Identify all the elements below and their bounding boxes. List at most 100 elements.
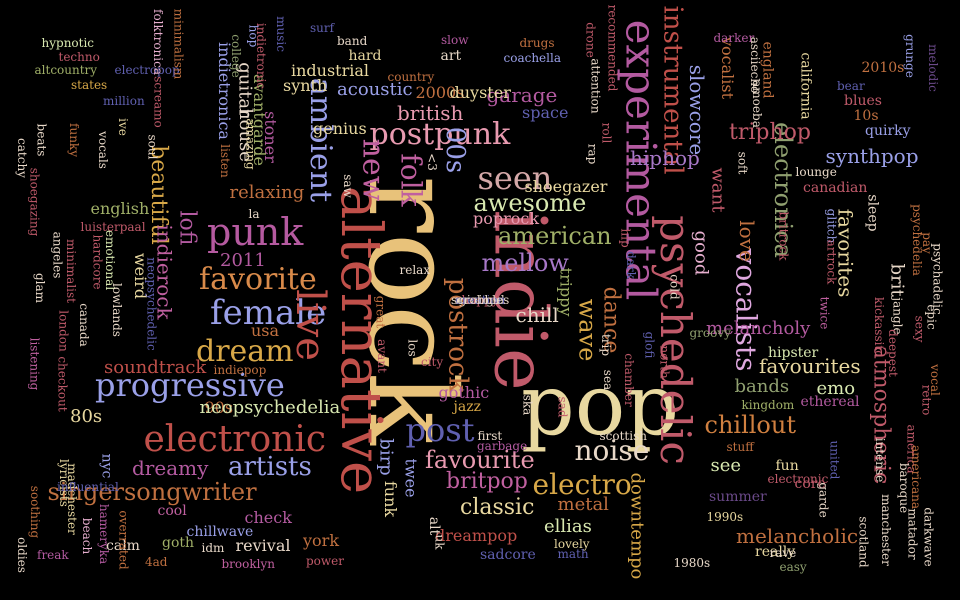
tag-word: summer: [709, 489, 767, 505]
tag-word: saw: [340, 174, 355, 198]
tag-word: electropop: [114, 63, 180, 77]
tag-word: math: [557, 547, 589, 561]
tag-word: stuff: [726, 440, 754, 454]
tag-word: indiepop: [213, 363, 267, 377]
tag-word: really: [755, 544, 796, 560]
tag-word: happy: [461, 293, 499, 307]
tag-word: glitch: [823, 208, 838, 244]
tag-word: 00s: [440, 126, 471, 174]
tag-word: gothic: [438, 383, 490, 402]
tag-word: brooklyn: [221, 557, 275, 571]
tag-word: 90s: [204, 398, 234, 417]
tag-word: north: [657, 345, 672, 379]
tag-word: united: [826, 440, 841, 480]
tag-word: california: [797, 52, 814, 120]
tag-word: first: [477, 429, 503, 443]
tag-word: shoegazing: [26, 167, 41, 237]
tag-word: female: [210, 293, 327, 333]
tag-word: 2011: [220, 250, 266, 271]
tag-word: city: [421, 355, 444, 369]
tag-word: luisterpaal: [80, 220, 146, 234]
tag-word: 80s: [70, 406, 103, 427]
tag-word: easy: [779, 560, 807, 574]
tag-word: sexy: [911, 315, 926, 343]
tag-word: downtempo: [625, 472, 647, 580]
tag-word: nyc: [97, 453, 114, 479]
tag-word: cool: [157, 503, 187, 519]
tag-word: kingdom: [741, 398, 795, 412]
tag-word: synth: [283, 76, 328, 95]
tag-word: art: [440, 48, 462, 64]
tag-word: baroque: [897, 462, 912, 514]
tag-word: synthpop: [825, 144, 919, 168]
tag-word: groovy: [689, 326, 731, 340]
tag-word: roll: [598, 122, 613, 144]
tag-word: ellias: [544, 516, 592, 537]
tag-word: favourite: [425, 446, 535, 474]
tag-word: punk: [207, 210, 304, 254]
tag-word: see: [710, 455, 742, 476]
tag-word: country: [387, 70, 435, 84]
tag-word: bands: [734, 376, 790, 397]
tag-word: hard: [348, 48, 382, 64]
tag-word: emo: [816, 378, 856, 399]
tag-word: genius: [313, 119, 367, 138]
tag-word: americana: [908, 445, 923, 509]
tag-word: noise: [574, 434, 650, 467]
tag-word: chillwave: [186, 524, 254, 540]
tag-word: vocals: [95, 131, 110, 169]
tag-word: slowcore: [685, 64, 710, 156]
tag-word: hop: [245, 24, 260, 48]
tag-word: rave: [769, 546, 797, 560]
tag-word: 1990s: [706, 510, 744, 524]
tag-word: sleep: [864, 194, 881, 232]
tag-word: dream: [196, 334, 294, 369]
tag-word: 4ad: [145, 555, 168, 569]
tag-word: checkout: [55, 356, 70, 412]
tag-word: want: [706, 167, 728, 213]
tag-word: george: [458, 293, 502, 307]
tag-word: garage: [486, 83, 558, 107]
tag-word: scotland: [856, 516, 871, 568]
tag-word: soothing: [28, 485, 43, 539]
tag-word: music: [273, 16, 288, 52]
tag-word: amoeba: [749, 80, 764, 128]
tag-word: favourites: [759, 354, 861, 378]
tag-word: glam: [33, 272, 48, 304]
tag-word: garde: [816, 482, 831, 518]
tag-word: folktronica: [151, 9, 165, 75]
tag-word: amazing: [243, 118, 258, 170]
tag-word: artists: [228, 452, 312, 482]
tag-word: new: [354, 138, 390, 202]
tag-word: london: [56, 310, 71, 352]
tag-word: trip: [599, 333, 614, 357]
tag-word: alt: [426, 516, 443, 536]
tag-word: progressive: [95, 366, 285, 404]
tag-word: influential: [57, 480, 119, 494]
tag-word: ambient: [303, 77, 339, 203]
tag-word: ethereal: [800, 394, 860, 410]
tag-word: mellow: [481, 249, 569, 277]
tag-word: britrock: [776, 211, 791, 261]
tag-word: recommended: [604, 4, 619, 92]
tag-word: twee: [401, 458, 421, 498]
tag-word: matador: [905, 508, 920, 560]
tag-word: folk: [394, 153, 428, 207]
tag-word: relaxing: [229, 182, 305, 203]
tag-word: vocalists: [728, 248, 762, 372]
tag-word: love: [734, 220, 759, 262]
tag-word: 10s: [853, 108, 879, 124]
tag-word: garbage: [477, 439, 528, 453]
tag-word: blues: [844, 93, 882, 109]
tag-word: jazz: [453, 399, 481, 415]
tag-word: drone: [583, 22, 598, 58]
tag-word: trippy: [555, 267, 575, 317]
tag-word: chillout: [704, 411, 796, 439]
tag-word: pop: [521, 356, 680, 454]
tag-word: screamo: [151, 76, 166, 128]
tag-word: freak: [37, 548, 69, 562]
tag-word: check: [244, 508, 292, 527]
tag-word: calm: [106, 538, 140, 554]
tag-word: darker: [713, 31, 755, 45]
tag-word: funk: [381, 480, 401, 518]
